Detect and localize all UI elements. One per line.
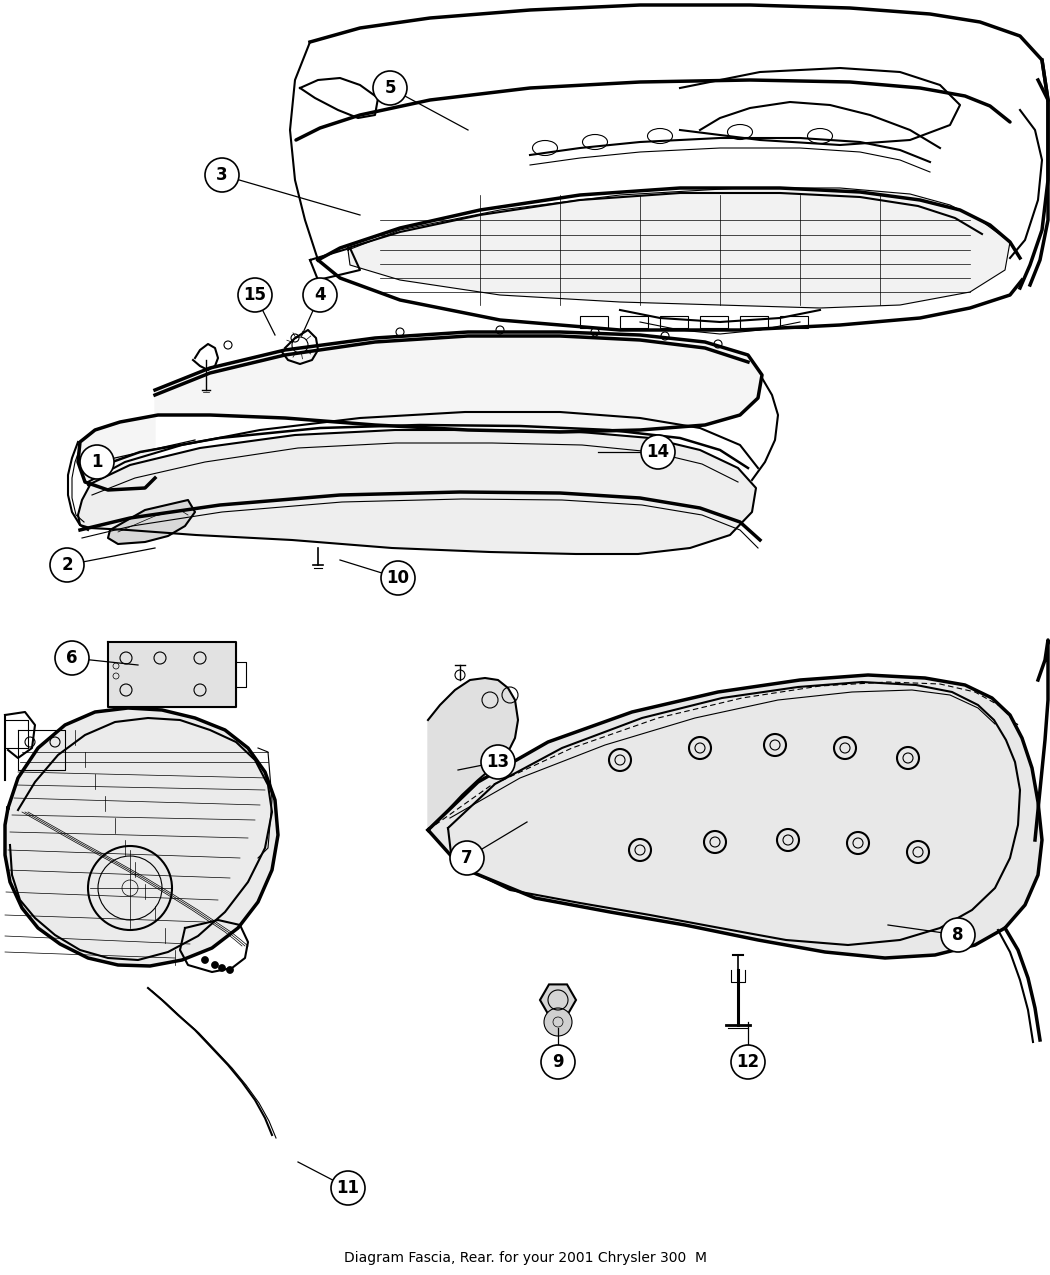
Text: 7: 7: [461, 849, 472, 867]
Polygon shape: [78, 332, 762, 490]
Text: 9: 9: [552, 1053, 564, 1071]
Circle shape: [50, 548, 84, 581]
Polygon shape: [428, 678, 518, 830]
Circle shape: [941, 918, 975, 952]
Polygon shape: [108, 643, 236, 708]
Text: 2: 2: [61, 556, 72, 574]
Polygon shape: [78, 430, 756, 555]
Circle shape: [731, 1046, 765, 1079]
Circle shape: [205, 158, 239, 193]
Text: 1: 1: [91, 453, 103, 470]
Circle shape: [640, 435, 675, 469]
Circle shape: [218, 964, 226, 972]
Text: 11: 11: [336, 1179, 359, 1197]
Circle shape: [373, 71, 407, 105]
Text: 6: 6: [66, 649, 78, 667]
Text: 10: 10: [386, 569, 410, 586]
Circle shape: [211, 961, 218, 969]
Text: 3: 3: [216, 166, 228, 184]
Polygon shape: [428, 674, 1042, 958]
Circle shape: [331, 1170, 365, 1205]
Polygon shape: [108, 500, 195, 544]
Text: Diagram Fascia, Rear. for your 2001 Chrysler 300  M: Diagram Fascia, Rear. for your 2001 Chry…: [343, 1251, 707, 1265]
Polygon shape: [540, 984, 576, 1016]
Circle shape: [450, 842, 484, 875]
Circle shape: [541, 1046, 575, 1079]
Polygon shape: [348, 187, 1010, 309]
Text: 12: 12: [736, 1053, 759, 1071]
Text: 5: 5: [384, 79, 396, 97]
Circle shape: [227, 966, 233, 974]
Circle shape: [202, 956, 209, 964]
Circle shape: [381, 561, 415, 595]
Circle shape: [544, 1009, 572, 1037]
Circle shape: [55, 641, 89, 674]
Text: 14: 14: [647, 442, 670, 462]
Text: 8: 8: [952, 926, 964, 944]
Circle shape: [303, 278, 337, 312]
Text: 13: 13: [486, 754, 509, 771]
Circle shape: [80, 445, 114, 479]
Polygon shape: [5, 708, 278, 966]
Circle shape: [481, 745, 514, 779]
Circle shape: [238, 278, 272, 312]
Text: 4: 4: [314, 286, 326, 303]
Text: 15: 15: [244, 286, 267, 303]
